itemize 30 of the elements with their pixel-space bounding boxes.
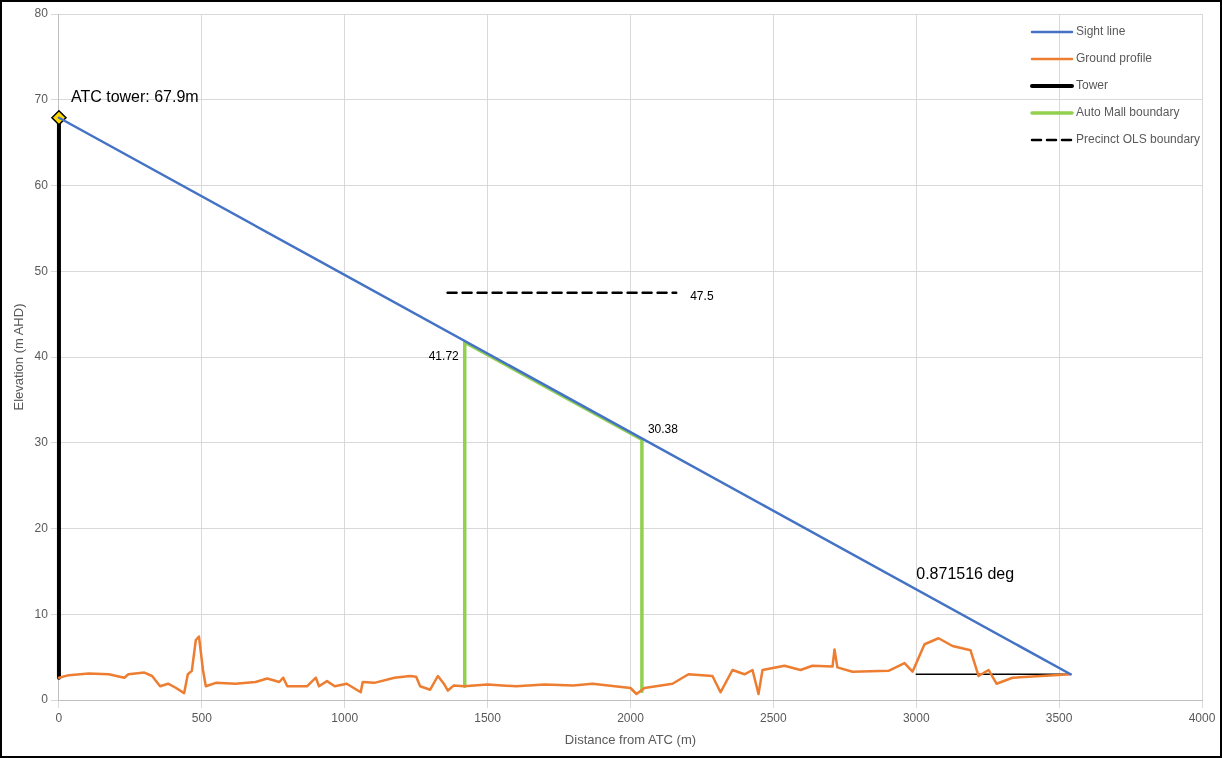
y-tick-label: 0 [41,692,49,707]
x-tick-label: 2000 [617,710,645,725]
x-tick-label: 3500 [1045,710,1073,725]
y-axis-title: Elevation (m AHD) [11,303,27,411]
annotation: 0.871516 deg [916,564,1015,582]
annotation: 30.38 [647,421,679,436]
legend-label: Precinct OLS boundary [1076,132,1201,147]
y-tick-label: 30 [34,435,49,450]
annotation: 41.72 [428,348,460,363]
y-tick-label: 60 [34,177,49,192]
y-tick-label: 80 [34,6,49,21]
y-tick-label: 10 [34,606,49,621]
legend-label: Sight line [1076,24,1126,39]
x-tick-label: 3000 [902,710,930,725]
y-tick-label: 40 [34,349,49,364]
legend-label: Tower [1076,78,1109,93]
y-tick-label: 50 [34,263,49,278]
x-axis-title: Distance from ATC (m) [564,731,697,747]
x-tick-label: 500 [191,710,213,725]
x-tick-label: 1000 [331,710,359,725]
annotation: ATC tower: 67.9m [70,88,199,106]
x-tick-label: 2500 [760,710,788,725]
y-tick-label: 20 [34,520,49,535]
x-tick-label: 4000 [1188,710,1216,725]
y-tick-label: 70 [34,92,49,107]
x-tick-label: 1500 [474,710,502,725]
annotation: 47.5 [690,289,714,303]
legend-label: Auto Mall boundary [1076,105,1180,120]
x-tick-label: 0 [55,710,63,725]
legend-label: Ground profile [1076,51,1153,66]
